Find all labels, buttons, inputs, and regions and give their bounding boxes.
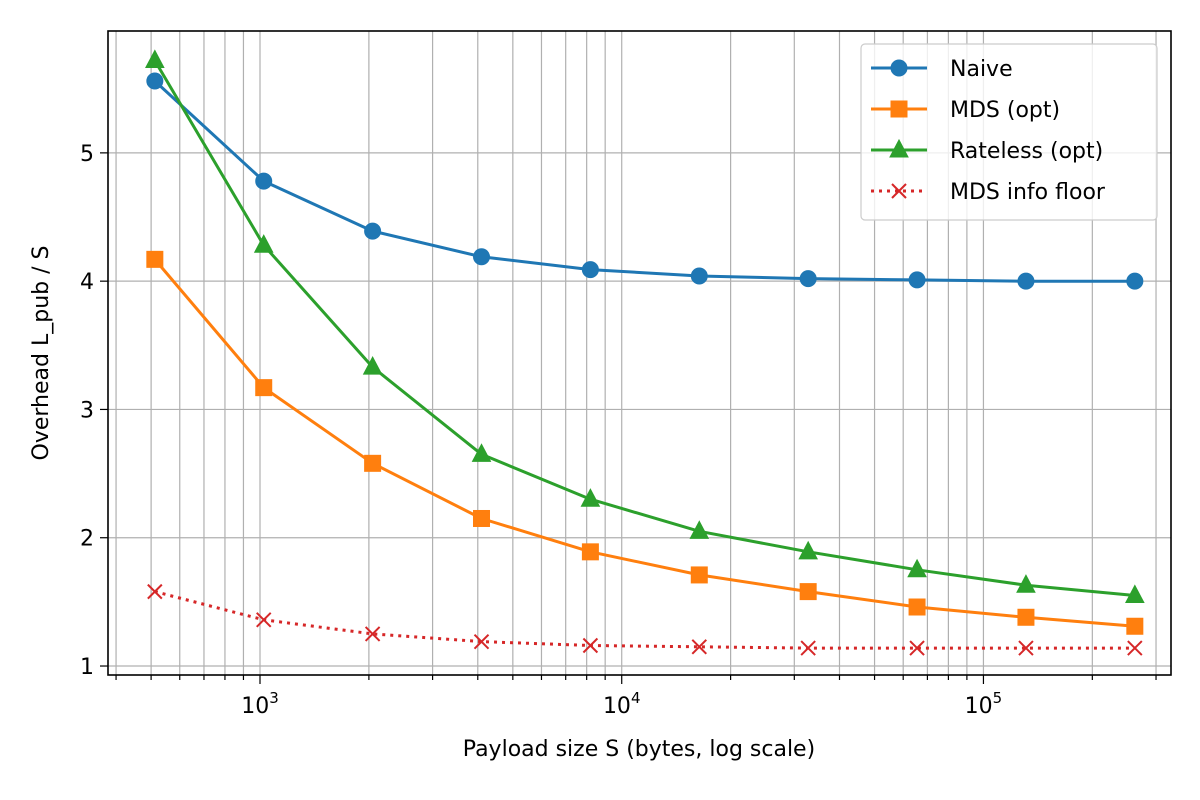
triangle-marker <box>362 356 383 375</box>
circle-marker <box>799 270 817 288</box>
triangle-marker <box>1016 574 1036 593</box>
circle-marker <box>690 267 708 285</box>
square-marker <box>799 583 817 601</box>
x-marker-stroke <box>473 633 490 650</box>
triangle-marker <box>580 488 601 507</box>
x-tick-label: 103 <box>241 689 279 719</box>
legend-item: MDS (opt) <box>871 98 1060 123</box>
x-tick-label-exponent: 3 <box>269 689 279 707</box>
triangle-marker <box>689 520 710 539</box>
triangle-marker <box>145 49 165 69</box>
x-marker <box>891 183 907 199</box>
x-marker-stroke <box>364 626 381 642</box>
series-mds-opt <box>146 250 1144 635</box>
circle-marker <box>146 72 164 90</box>
circle-marker <box>890 59 908 77</box>
x-marker <box>1127 640 1143 656</box>
square-marker <box>364 454 382 472</box>
x-marker <box>691 639 707 655</box>
y-tick-label: 2 <box>80 527 94 552</box>
y-tick-label: 5 <box>80 142 94 167</box>
circle-marker <box>581 261 599 279</box>
y-tick-label: 3 <box>80 398 94 423</box>
x-marker-stroke <box>256 612 272 628</box>
square-marker <box>1126 617 1144 635</box>
square-marker <box>473 509 491 527</box>
x-tick-label: 105 <box>965 689 1003 719</box>
square-marker <box>690 566 708 584</box>
square-marker <box>1017 608 1035 626</box>
triangle-marker <box>471 443 492 462</box>
legend: Naive MDS (opt) Rateless (opt) MDS info flo… <box>860 43 1158 221</box>
circle-marker <box>1126 272 1144 290</box>
x-marker-stroke <box>691 639 707 655</box>
circle-marker <box>473 248 491 266</box>
x-marker <box>582 637 599 654</box>
circle-marker <box>364 222 382 240</box>
legend-item: MDS info floor <box>871 180 1106 205</box>
legend-label: MDS (opt) <box>950 98 1060 123</box>
x-marker <box>256 612 272 628</box>
legend-label: Naive <box>950 57 1013 82</box>
square-marker <box>890 100 908 118</box>
legend-label: Rateless (opt) <box>950 139 1103 164</box>
square-marker <box>908 598 926 616</box>
x-marker-stroke <box>582 637 599 654</box>
series-line <box>153 258 1135 628</box>
legend-item: Naive <box>871 57 1013 82</box>
series-mds-info-floor <box>147 583 1143 656</box>
series-layer <box>145 49 1145 656</box>
circle-marker <box>908 271 926 289</box>
legend-label: MDS info floor <box>950 180 1106 205</box>
x-marker <box>909 640 925 656</box>
x-axis-label: Payload size S (bytes, log scale) <box>463 737 815 762</box>
x-axis: 103 104 105 <box>115 675 1157 719</box>
x-marker <box>364 626 381 642</box>
x-marker-stroke <box>1127 640 1143 656</box>
triangle-marker <box>253 234 274 253</box>
legend-box <box>860 43 1158 221</box>
plot-frame <box>107 30 1172 676</box>
x-tick-label-base: 10 <box>241 694 269 719</box>
x-marker-stroke <box>1018 640 1034 656</box>
x-tick-label: 104 <box>603 689 641 719</box>
y-tick-label: 4 <box>80 270 94 295</box>
x-marker-stroke <box>800 640 816 656</box>
x-tick-label-exponent: 5 <box>993 689 1003 707</box>
square-marker <box>581 543 599 561</box>
grid <box>108 31 1171 675</box>
x-marker <box>1018 640 1034 656</box>
x-marker-stroke <box>909 640 925 656</box>
triangle-marker <box>907 558 927 578</box>
x-marker-stroke <box>147 583 163 600</box>
x-tick-label-base: 10 <box>603 694 631 719</box>
series-rateless-opt <box>145 49 1145 603</box>
series-line <box>153 59 1135 597</box>
square-marker <box>255 379 273 397</box>
square-marker <box>146 250 164 268</box>
circle-marker <box>255 172 273 190</box>
circle-marker <box>1017 272 1035 290</box>
x-tick-label-base: 10 <box>965 694 993 719</box>
y-tick-label: 1 <box>80 655 94 680</box>
y-axis-label: Overhead L_pub / S <box>29 246 54 461</box>
series-line <box>153 79 1135 283</box>
series-naive <box>146 72 1144 290</box>
triangle-marker <box>1125 584 1145 603</box>
y-axis: 1 2 3 4 5 <box>80 142 108 680</box>
x-marker <box>473 633 490 650</box>
triangle-marker <box>889 138 909 158</box>
x-marker <box>147 583 163 600</box>
x-tick-label-exponent: 4 <box>631 689 641 707</box>
x-marker <box>800 640 816 656</box>
triangle-marker <box>798 540 819 560</box>
legend-item: Rateless (opt) <box>871 138 1103 164</box>
x-marker-stroke <box>891 183 907 199</box>
